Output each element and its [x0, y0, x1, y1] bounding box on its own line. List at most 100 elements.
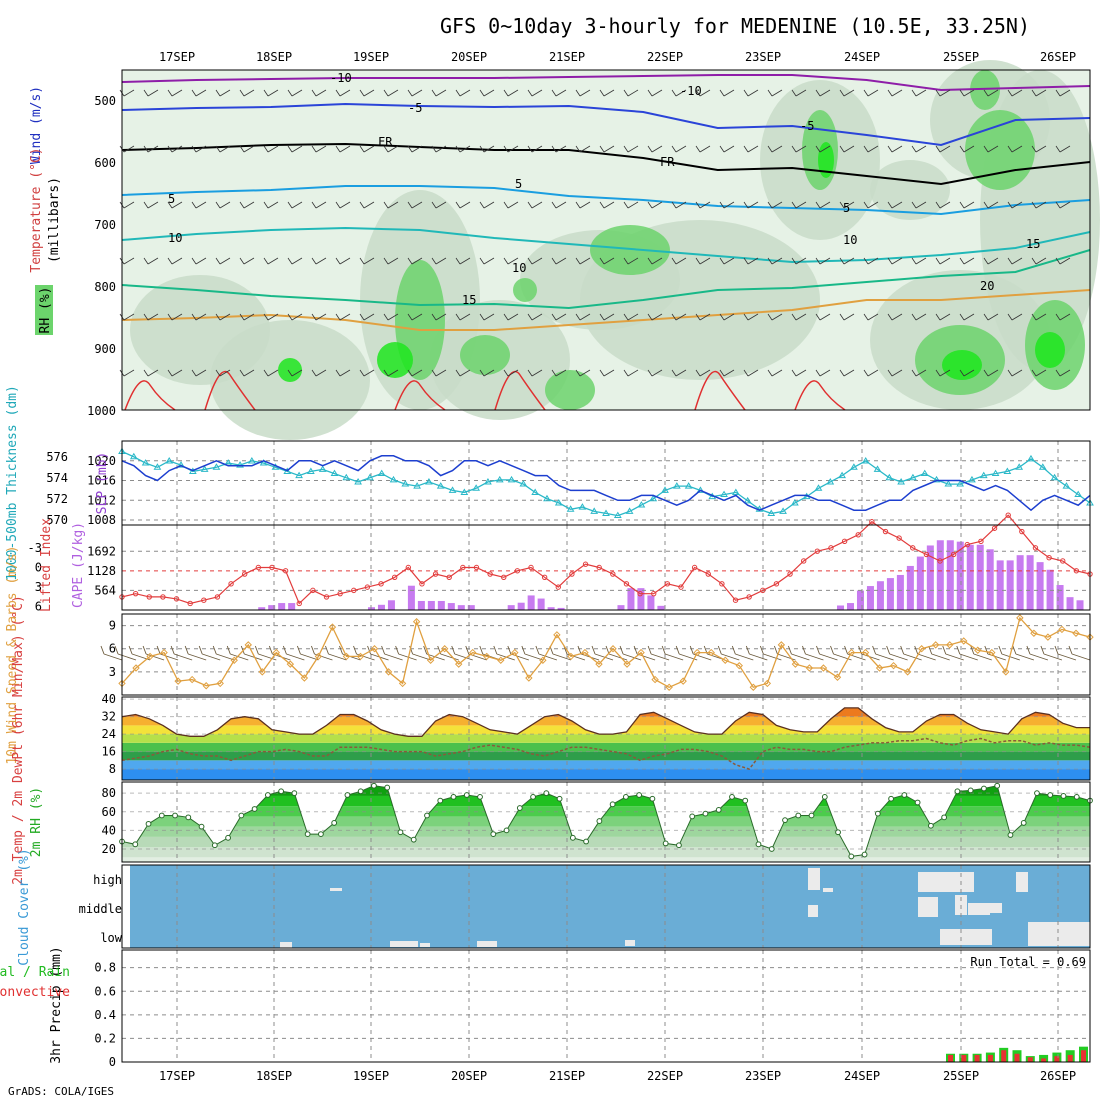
wind-barb-17-0	[527, 89, 543, 97]
legend-convective: Convective	[0, 985, 70, 1000]
thickness-point-1	[129, 452, 138, 460]
rh-point-62	[941, 814, 948, 821]
wind-barb-8-2	[311, 201, 327, 209]
upper-air-ytick-500: 500	[94, 94, 116, 108]
rh-point-63	[954, 788, 961, 795]
temp-ytick-24: 24	[102, 727, 116, 741]
li-point-58	[910, 545, 916, 551]
date-top-21SEP: 21SEP	[549, 50, 585, 64]
thickness-point-73	[979, 471, 988, 479]
thickness-point-32	[495, 475, 504, 483]
wind-barb-11-5	[383, 369, 399, 377]
rh-point-15	[318, 831, 324, 837]
thickness-point-51	[720, 490, 728, 498]
wind-barb-39-1	[1055, 145, 1071, 153]
cape-bar-83	[946, 540, 954, 610]
cape-bar-91	[1026, 555, 1034, 610]
wind-barb-10m-57	[900, 645, 922, 661]
rh-point-53	[821, 793, 828, 800]
wind-barb-26-2	[743, 201, 759, 209]
rh-blob-14	[513, 278, 537, 302]
wind-barb-20-5	[599, 369, 615, 377]
wind-barb-8-0	[311, 89, 327, 97]
rh-point-19	[371, 782, 377, 789]
wind-barb-10m-51	[816, 645, 838, 661]
wind-barb-24-3	[695, 257, 711, 265]
wind-speed-point-28	[511, 648, 519, 657]
thickness-point-7	[200, 465, 209, 472]
wind-barb-10m-39	[647, 645, 670, 661]
li-point-1	[132, 590, 139, 597]
li-point-55	[869, 519, 875, 525]
wind-barb-5-4	[239, 313, 255, 321]
rh-point-40	[649, 795, 656, 802]
wind-barb-22-4	[647, 313, 663, 321]
wind-barb-27-4	[767, 313, 783, 321]
wind-barb-14-3	[455, 257, 471, 265]
wind-speed-point-14	[314, 652, 323, 661]
thick-ytick-570: 570	[46, 513, 68, 527]
wind-barb-10m-14	[296, 645, 319, 661]
ylabel-li: Lifted Index	[39, 518, 54, 612]
li-point-54	[855, 532, 861, 538]
upper-air-ytick-800: 800	[94, 280, 116, 294]
wind-speed-point-45	[749, 683, 758, 691]
wind-barb-38-3	[1031, 257, 1047, 265]
wind-barb-10-4	[359, 313, 375, 321]
rh-band-3	[122, 826, 1090, 837]
thickness-point-65	[885, 473, 894, 481]
thickness-point-43	[625, 507, 634, 514]
wind-ytick-6: 6	[109, 642, 116, 656]
thickness-point-69	[932, 475, 941, 483]
wind-speed-point-23	[440, 645, 449, 653]
wind-barb-11-2	[383, 201, 399, 209]
date-top-22SEP: 22SEP	[647, 50, 683, 64]
wind-barb-16-2	[503, 201, 519, 209]
wind-barb-10m-44	[717, 645, 740, 661]
cape-bar-29	[407, 585, 415, 610]
wind-speed-point-44	[735, 661, 743, 670]
li-point-39	[651, 590, 657, 597]
wind-barb-1-1	[143, 145, 159, 153]
date-top-17SEP: 17SEP	[159, 50, 195, 64]
wind-speed-point-41	[693, 648, 701, 657]
wind-speed-point-17	[356, 652, 365, 661]
wind-barb-13-3	[431, 257, 447, 265]
temp-band-4	[122, 734, 1090, 743]
wind-speed-point-57	[917, 645, 926, 653]
thickness-point-70	[944, 480, 953, 487]
li-ytick-0: 0	[35, 561, 42, 575]
frame-rh	[121, 781, 1091, 863]
rh-point-46	[729, 793, 735, 800]
temp-line	[121, 707, 1090, 737]
wind-barb-27-5	[767, 369, 783, 377]
precip-conv-bar-10	[1081, 1050, 1086, 1062]
rh-point-72	[1073, 793, 1080, 800]
rh-point-59	[901, 792, 908, 798]
wind-barb-13-4	[431, 313, 447, 321]
wind-barb-18-3	[551, 257, 567, 265]
li-point-27	[487, 571, 493, 577]
thickness-point-53	[743, 496, 752, 504]
thickness-point-25	[413, 482, 422, 489]
thickness-point-21	[366, 473, 374, 481]
wind-barb-27-3	[767, 257, 783, 265]
li-point-65	[1005, 512, 1011, 518]
precip-conv-bar-1	[961, 1054, 967, 1062]
wind-barb-11-3	[383, 257, 399, 265]
wind-barb-25-5	[719, 369, 735, 377]
wind-barb-29-2	[815, 201, 831, 209]
isotherm-label-13: 15	[1026, 237, 1040, 251]
date-bottom-24SEP: 24SEP	[844, 1069, 880, 1083]
wind-barb-10m-64	[998, 645, 1021, 661]
date-top-18SEP: 18SEP	[256, 50, 292, 64]
rh-point-43	[689, 813, 696, 820]
wind-barb-9-2	[335, 201, 351, 209]
rh-point-50	[782, 817, 788, 824]
wind-barb-22-0	[647, 89, 663, 97]
li-point-14	[310, 587, 316, 594]
precip-conv-bar-9	[1067, 1054, 1073, 1062]
dewpoint-line	[121, 737, 1091, 770]
cape-bar-92	[1036, 562, 1044, 610]
wind-barb-10-2	[359, 201, 375, 209]
